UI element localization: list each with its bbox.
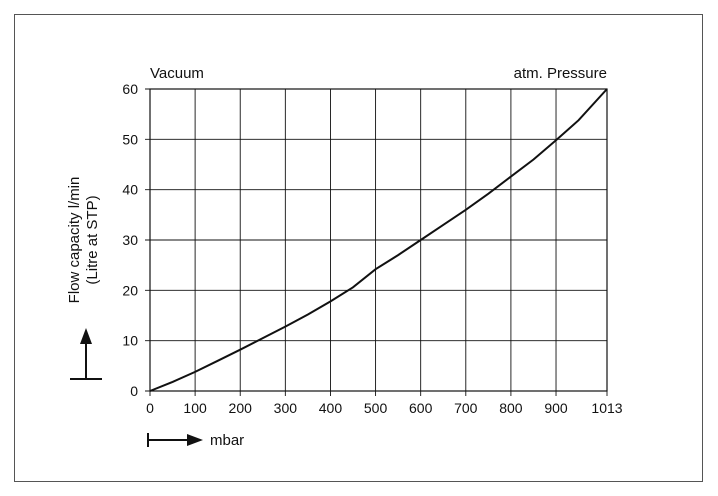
x-tick-label: 700 [454, 400, 478, 416]
y-direction-arrow-icon [70, 328, 102, 380]
y-axis-label-line2: (Litre at STP) [84, 195, 101, 284]
y-tick-label: 40 [122, 182, 138, 198]
x-tick-label: 900 [544, 400, 568, 416]
x-axis-label: mbar [210, 432, 244, 449]
flow-curve [149, 88, 608, 392]
x-direction-arrow-icon [147, 433, 203, 447]
y-tick-label: 0 [130, 383, 138, 399]
y-tick-label: 20 [122, 282, 138, 298]
y-tick-labels: 0 10 20 30 40 50 60 [122, 81, 138, 399]
vacuum-label: Vacuum [150, 65, 204, 82]
y-tick-label: 60 [122, 81, 138, 97]
plot-area-border [149, 88, 608, 392]
x-tick-label: 200 [229, 400, 253, 416]
x-tick-labels: 0 100 200 300 400 500 600 700 800 900 1013 [146, 400, 623, 416]
x-tick-label: 100 [183, 400, 207, 416]
x-tick-label: 300 [274, 400, 298, 416]
y-tick-label: 50 [122, 131, 138, 147]
x-tick-label: 600 [409, 400, 433, 416]
x-tick-label: 500 [364, 400, 388, 416]
y-axis-label-line1: Flow capacity l/min [66, 177, 83, 304]
x-tick-label: 400 [319, 400, 343, 416]
chart-frame [14, 14, 703, 482]
x-tick-label: 800 [499, 400, 523, 416]
x-tick-label: 0 [146, 400, 154, 416]
y-tick-label: 30 [122, 232, 138, 248]
x-tick-label: 1013 [591, 400, 622, 416]
atm-pressure-label: atm. Pressure [514, 65, 607, 82]
y-tick-label: 10 [122, 333, 138, 349]
grid [145, 88, 608, 396]
